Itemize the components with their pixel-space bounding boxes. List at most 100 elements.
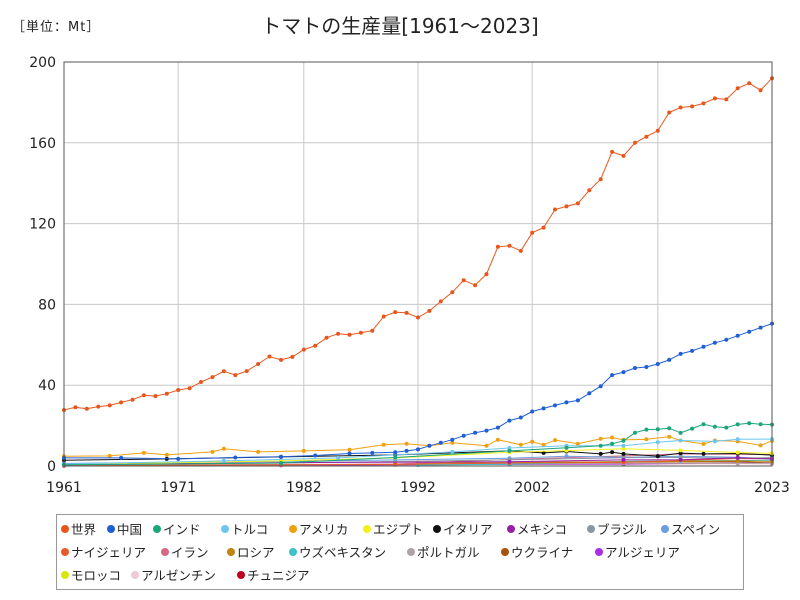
data-point [735,437,740,442]
data-point [119,455,124,460]
legend-label: ウクライナ [511,545,574,560]
data-point [690,348,695,353]
data-point [233,373,238,378]
data-point [575,201,580,206]
y-tick-label: 120 [29,217,56,233]
data-point [735,422,740,427]
x-tick-label: 1992 [400,480,436,496]
data-point [450,449,455,454]
data-point [712,439,717,444]
data-point [655,454,660,459]
legend-item: ブラジル [587,519,647,538]
data-point [507,459,512,464]
legend-label: 中国 [117,522,143,537]
data-point [610,441,615,446]
data-point [187,386,192,391]
data-point [678,430,683,435]
unit-label: ［単位：Mt］ [12,20,101,35]
data-point [279,357,283,362]
x-tick-label: 2013 [640,480,676,496]
legend-label: イラン [171,545,209,560]
data-point [301,347,306,352]
data-point [84,406,89,411]
legend-item: ポルトガル [407,542,480,561]
data-point [370,450,375,455]
data-point [244,369,249,374]
data-point [507,446,512,450]
legend-item: エジプト [363,519,423,538]
data-point [667,110,672,115]
data-point [256,449,261,454]
legend-label: イタリア [443,522,493,537]
data-point [427,443,432,448]
data-point [347,332,352,337]
data-point [541,450,546,455]
data-point [621,457,626,462]
data-point [553,207,557,212]
data-point [553,403,557,408]
data-point [621,153,626,158]
data-point [164,452,169,457]
data-point [518,442,523,447]
data-point [678,448,683,453]
data-point [73,405,78,410]
y-tick-label: 160 [29,136,56,152]
data-point [461,433,466,438]
data-point [678,438,683,443]
data-point [758,422,763,427]
data-point [279,461,283,465]
data-point [633,140,637,145]
data-point [633,366,637,370]
legend-marker [61,570,69,579]
legend-label: ロシア [237,545,275,560]
legend-marker [289,547,297,556]
data-point [598,436,603,441]
data-point [667,434,672,439]
legend-label: トルコ [231,522,269,537]
data-point [518,248,523,253]
data-point [404,310,409,315]
data-point [141,393,146,398]
data-point [587,391,592,396]
data-point [758,88,763,93]
legend-marker [131,570,139,579]
data-point [507,243,512,248]
data-point [221,458,226,463]
legend-marker [107,524,115,533]
data-point [427,308,432,313]
data-point [747,421,752,426]
data-point [473,283,478,288]
data-point [644,134,649,139]
data-point [541,406,546,411]
x-tick-label: 2023 [754,480,790,496]
data-point [164,391,169,396]
data-point [313,343,318,348]
legend-item: ウズベキスタン [289,542,386,561]
data-point [416,315,420,320]
data-point [450,290,455,295]
data-point [119,400,124,405]
data-point [644,427,649,432]
data-point [404,441,409,446]
data-point [141,450,146,455]
data-point [667,357,672,362]
legend-marker [595,547,603,556]
data-point [96,404,101,409]
legend-label: ポルトガル [417,545,480,560]
data-point [712,424,717,429]
data-point [290,354,295,359]
data-point [393,310,398,315]
data-point [130,397,135,402]
data-point [678,351,683,356]
legend-marker [227,547,235,556]
data-point [438,440,443,445]
legend-item: チュニジア [237,565,310,584]
legend-marker [289,524,297,533]
data-point [256,362,261,366]
legend-label: アメリカ [299,522,349,537]
grid-lines [63,61,773,467]
y-tick-label: 80 [38,297,56,313]
chart-title: トマトの生産量[1961～2023] [261,14,539,38]
data-point [358,330,363,335]
